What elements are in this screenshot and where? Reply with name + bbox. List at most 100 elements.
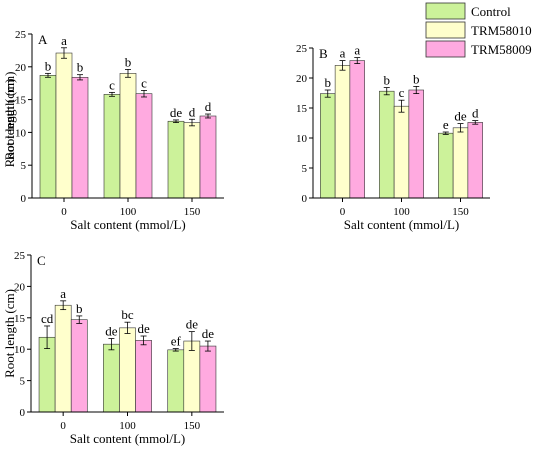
x-tick-label-A-150: 150 — [184, 206, 201, 218]
bar-C-TRM58009-150 — [199, 345, 217, 413]
error-bar-A-TRM58010-0 — [61, 47, 67, 59]
panel-label-C: C — [37, 253, 46, 268]
bar-A-Control-0 — [39, 75, 57, 199]
y-tick-label-A-15: 15 — [15, 95, 27, 107]
bar-A-TRM58010-150 — [183, 122, 201, 199]
error-bar-B-TRM58009-100 — [413, 86, 420, 94]
panel-label-B: B — [319, 46, 328, 61]
y-tick-label-C-0: 0 — [20, 407, 26, 419]
y-axis-title-A: Root length (cm) — [2, 72, 17, 161]
bar-A-TRM58009-100 — [135, 93, 153, 199]
bar-B-Control-150 — [438, 132, 454, 199]
significance-letter-B-TRM58009-0: a — [354, 43, 360, 58]
y-tick-label-C-20: 20 — [14, 281, 26, 293]
bar-C-Control-150 — [167, 349, 185, 413]
legend-label-0: Control — [471, 4, 511, 19]
bar-C-Control-100 — [103, 343, 120, 413]
error-bar-C-TRM58009-150 — [204, 340, 211, 352]
x-tick-label-B-0: 0 — [340, 206, 346, 218]
significance-letter-C-TRM58010-100: bc — [121, 307, 134, 322]
bar-C-TRM58009-0 — [70, 319, 88, 413]
bar-C-TRM58010-150 — [183, 340, 201, 413]
significance-letter-C-Control-100: de — [105, 324, 118, 339]
significance-letter-A-TRM58009-0: b — [77, 60, 84, 75]
significance-letter-C-TRM58010-0: a — [60, 286, 66, 301]
significance-letter-A-TRM58010-0: a — [61, 33, 67, 48]
bar-B-TRM58010-100 — [393, 105, 410, 199]
y-tick-label-A-0: 0 — [21, 193, 27, 205]
error-bar-B-TRM58010-100 — [398, 99, 405, 113]
y-axis-title-C: Root length (cm) — [2, 289, 17, 378]
y-tick-label-C-15: 15 — [14, 313, 26, 325]
x-tick-label-A-100: 100 — [120, 206, 137, 218]
legend-label-1: TRM58010 — [471, 23, 532, 38]
bar-B-TRM58009-0 — [349, 60, 365, 199]
significance-letter-A-Control-150: de — [170, 105, 183, 120]
error-bar-B-TRM58010-150 — [457, 123, 464, 133]
bar-C-TRM58010-0 — [54, 304, 72, 413]
x-tick-label-A-0: 0 — [61, 206, 67, 218]
x-tick-label-B-100: 100 — [393, 206, 410, 218]
bar-B-Control-0 — [320, 93, 336, 199]
significance-letter-C-TRM58009-150: de — [202, 326, 215, 341]
bar-A-TRM58009-150 — [199, 115, 217, 199]
significance-letter-B-Control-150: e — [443, 117, 449, 132]
bar-A-TRM58010-100 — [119, 73, 137, 199]
x-axis-title-B: Salt content (mmol/L) — [344, 217, 460, 232]
error-bar-C-TRM58010-0 — [60, 300, 67, 311]
error-bar-A-TRM58010-150 — [189, 118, 195, 127]
significance-letter-A-TRM58010-150: d — [189, 104, 196, 119]
bar-A-Control-150 — [167, 120, 185, 199]
significance-letter-C-TRM58009-100: de — [137, 321, 150, 336]
y-tick-label-B-0: 0 — [302, 193, 308, 205]
legend-label-2: TRM58009 — [471, 42, 532, 57]
error-bar-C-TRM58009-100 — [140, 335, 147, 346]
error-bar-B-TRM58010-0 — [339, 60, 346, 71]
x-tick-label-C-150: 150 — [184, 420, 201, 432]
y-tick-label-A-10: 10 — [15, 127, 27, 139]
x-tick-label-B-150: 150 — [452, 206, 469, 218]
y-tick-label-A-5: 5 — [21, 160, 27, 172]
error-bar-A-TRM58009-150 — [205, 113, 211, 119]
legend: Control TRM58010 TRM58009 — [425, 2, 532, 58]
error-bar-C-TRM58010-150 — [188, 331, 195, 351]
error-bar-B-Control-150 — [442, 131, 449, 135]
significance-letter-B-TRM58009-100: b — [413, 71, 420, 86]
significance-letter-A-TRM58009-100: c — [141, 75, 147, 90]
bar-A-TRM58009-0 — [71, 76, 89, 199]
x-tick-label-C-0: 0 — [60, 420, 66, 432]
y-tick-label-B-20: 20 — [296, 73, 308, 85]
panel-label-A: A — [38, 32, 48, 47]
significance-letter-B-TRM58009-150: d — [472, 106, 479, 121]
error-bar-A-TRM58009-100 — [141, 90, 147, 98]
x-axis-title-C: Salt content (mmol/L) — [70, 431, 186, 446]
bar-B-TRM58009-150 — [467, 122, 483, 199]
error-bar-A-TRM58010-100 — [125, 69, 131, 78]
y-tick-label-B-25: 25 — [296, 43, 308, 55]
error-bar-C-Control-150 — [172, 348, 179, 352]
bar-B-TRM58010-0 — [334, 65, 351, 199]
bar-A-TRM58010-0 — [55, 52, 73, 199]
significance-letter-A-TRM58010-100: b — [125, 54, 132, 69]
error-bar-B-TRM58009-0 — [354, 57, 361, 64]
x-axis-title-A: Salt content (mmol/L) — [70, 217, 186, 232]
bar-A-Control-100 — [103, 94, 121, 199]
error-bar-A-Control-0 — [45, 72, 51, 78]
y-tick-label-C-5: 5 — [20, 376, 26, 388]
y-tick-label-A-25: 25 — [15, 29, 27, 41]
significance-letter-C-TRM58010-150: de — [186, 317, 199, 332]
significance-letter-B-TRM58010-150: de — [454, 109, 467, 124]
significance-letter-C-TRM58009-0: b — [76, 301, 83, 316]
significance-letter-B-TRM58010-100: c — [399, 85, 405, 100]
error-bar-B-Control-0 — [324, 89, 331, 98]
error-bar-A-Control-150 — [173, 119, 179, 123]
error-bar-C-Control-0 — [44, 325, 51, 349]
error-bar-C-Control-100 — [108, 338, 115, 351]
significance-letter-C-Control-150: ef — [171, 334, 182, 349]
significance-letter-B-Control-0: b — [325, 75, 332, 90]
bar-C-TRM58010-100 — [119, 327, 136, 413]
error-bar-B-TRM58009-150 — [472, 120, 479, 125]
